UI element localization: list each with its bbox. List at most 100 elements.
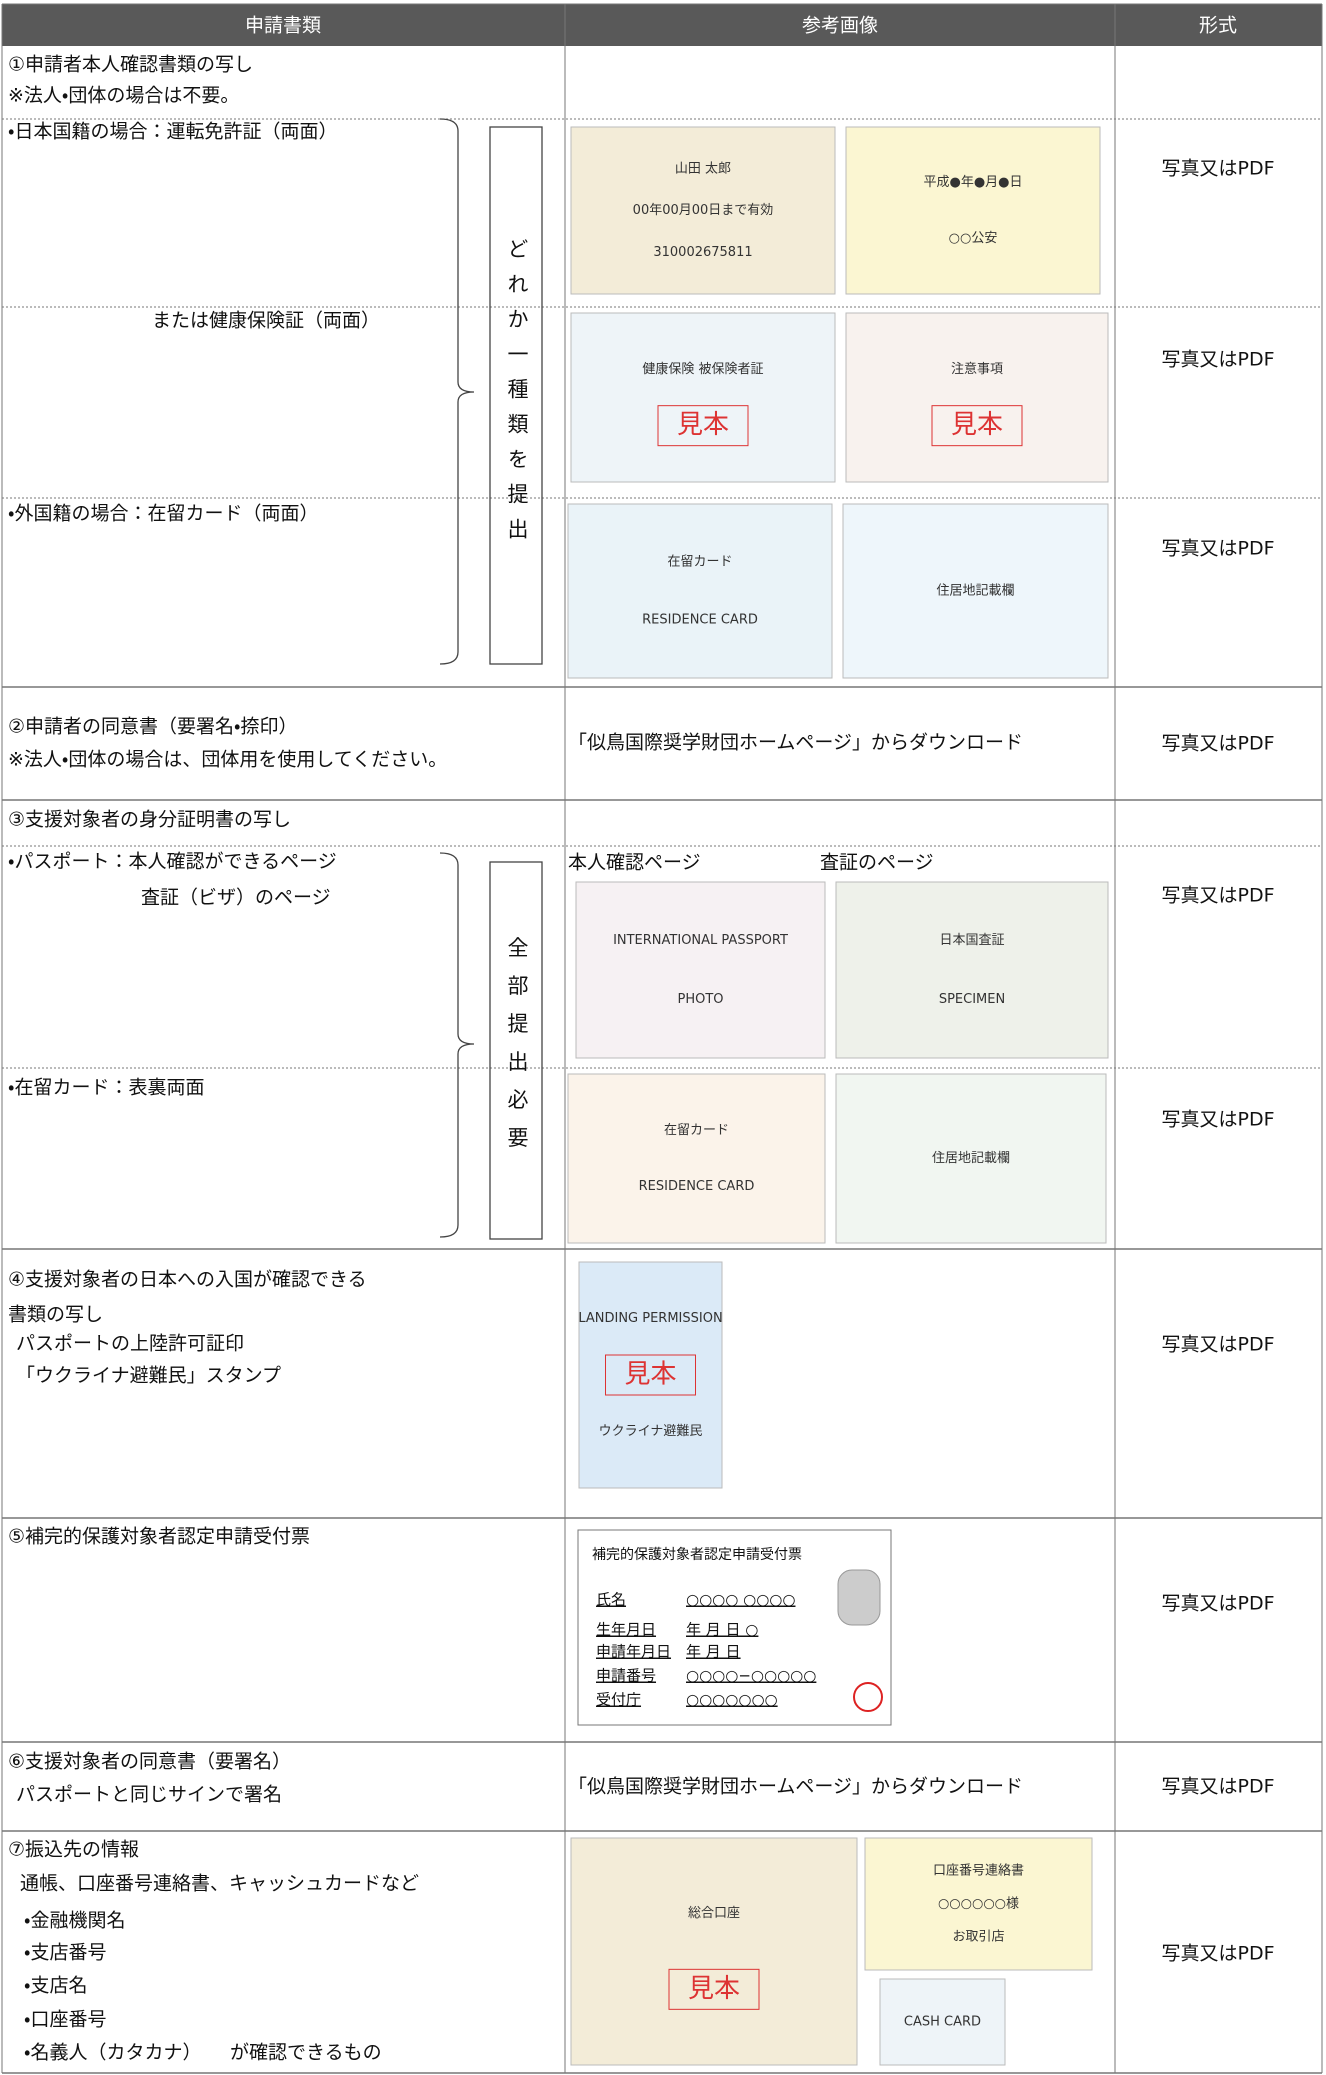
sample-image [570,312,836,483]
receipt-label: 申請年月日 [596,1643,671,1661]
document-text: 書類の写し [8,1304,103,1326]
document-text: ・支店名 [24,1975,87,1997]
header-bar [2,4,1322,46]
document-text: ⑥支援対象者の同意書（要署名） [8,1751,291,1773]
sample-text: 住居地記載欄 [936,584,1014,599]
sample-image [845,312,1109,483]
document-text: または健康保険証（両面） [152,310,380,332]
sample-text: 見本 [688,1974,740,2004]
stamp-frame [657,405,749,447]
sample-image [575,881,826,1059]
bracket-box [489,126,543,665]
document-text: ・名義人（カタカナ） が確認できるもの [24,2042,382,2064]
brace [439,852,475,1238]
format-text: 写真又はPDF [1161,538,1274,560]
document-text: 査証（ビザ）のページ [141,887,331,909]
document-text: ・日本国籍の場合：運転免許証（両面） [8,121,337,143]
receipt-seal [853,1682,883,1712]
document-text: ・パスポート：本人確認ができるページ [8,851,337,873]
stamp-frame [931,405,1023,447]
sample-image [567,503,833,679]
image-caption: 本人確認ページ [568,852,701,874]
sample-image [578,1261,723,1489]
document-text: ・支店番号 [24,1942,106,1964]
receipt-value: 年 月 日 [686,1643,741,1661]
reference-text: 「似鳥国際奨学財団ホームページ」からダウンロード [568,732,1023,754]
sample-text: 注意事項 [951,362,1003,377]
sample-image [879,1978,1006,2066]
document-text: ・外国籍の場合：在留カード（両面） [8,503,318,525]
sample-text: 健康保険 被保険者証 [642,362,763,377]
document-text: 通帳、口座番号連絡書、キャッシュカードなど [20,1873,419,1895]
reference-text: 「似鳥国際奨学財団ホームページ」からダウンロード [568,1776,1023,1798]
sample-image [835,1073,1107,1244]
sample-text: RESIDENCE CARD [642,613,758,628]
sample-text: 口座番号連絡書 [933,1863,1024,1879]
receipt-label: 受付庁 [596,1691,641,1709]
image-caption: 査証のページ [820,852,934,874]
sample-text: RESIDENCE CARD [639,1179,755,1194]
sample-text: ウクライナ避難民 [599,1424,703,1439]
sample-text: LANDING PERMISSION [578,1311,722,1326]
document-text: ②申請者の同意書（要署名・捺印） [8,716,298,738]
format-text: 写真又はPDF [1161,349,1274,371]
receipt-value: 年 月 日 ○ [686,1621,758,1639]
bracket-label: どれか一種類を提出 [505,238,529,553]
receipt-label: 申請番号 [596,1667,656,1685]
sample-text: 在留カード [664,1123,729,1138]
document-text: ・口座番号 [24,2009,106,2031]
sample-image [570,1837,858,2066]
receipt-photo [837,1569,881,1626]
sample-text: PHOTO [677,992,723,1007]
receipt-value: ○○○○−○○○○○ [686,1667,816,1685]
format-text: 写真又はPDF [1161,1593,1274,1615]
document-text: パスポートと同じサインで署名 [16,1784,282,1806]
document-text: ⑦振込先の情報 [8,1839,139,1861]
sample-text: お取引店 [952,1930,1004,1945]
brace [439,118,475,665]
bracket-label: 全部提出必要 [505,937,529,1165]
sample-text: 見本 [624,1360,676,1390]
document-text: 「ウクライナ避難民」スタンプ [16,1365,281,1387]
sample-text: 日本国査証 [939,933,1004,948]
document-text: ・金融機関名 [24,1910,125,1932]
document-text: ③支援対象者の身分証明書の写し [8,809,291,831]
document-text: ⑤補完的保護対象者認定申請受付票 [8,1526,310,1548]
document-text: ①申請者本人確認書類の写し [8,54,253,76]
receipt-label: 生年月日 [596,1621,656,1639]
sample-text: 総合口座 [688,1906,740,1921]
format-text: 写真又はPDF [1161,1334,1274,1356]
sample-text: INTERNATIONAL PASSPORT [613,933,788,948]
receipt-title: 補完的保護対象者認定申請受付票 [592,1547,802,1563]
format-text: 写真又はPDF [1161,733,1274,755]
receipt-value: ○○○○ ○○○○ [686,1591,795,1609]
document-text: ・在留カード：表裏両面 [8,1077,204,1099]
sample-text: 住居地記載欄 [932,1151,1010,1166]
format-text: 写真又はPDF [1161,885,1274,907]
sample-text: CASH CARD [904,2015,981,2030]
document-text: ※法人・団体の場合は、団体用を使用してください。 [8,749,447,771]
document-text: ④支援対象者の日本への入国が確認できる [8,1269,367,1291]
stamp-frame [668,1968,760,2010]
header-cell: 申請書類 [245,15,321,37]
sample-text: ○○○○○○様 [938,1897,1019,1912]
format-text: 写真又はPDF [1161,1776,1274,1798]
sample-text: 見本 [677,410,729,440]
format-text: 写真又はPDF [1161,1109,1274,1131]
header-cell: 形式 [1199,15,1237,37]
receipt-frame [577,1529,892,1726]
sample-text: 山田 太郎 [675,161,731,176]
sample-text: 平成●年●月●日 [923,175,1022,190]
receipt-value: ○○○○○○○ [686,1691,778,1709]
sample-image [842,503,1109,679]
receipt-label: 氏名 [596,1591,626,1609]
sample-image [570,126,836,295]
sample-image [864,1837,1093,1971]
sample-text: 00年00月00日まで有効 [633,203,774,218]
stamp-frame [605,1354,696,1396]
sample-text: 見本 [951,410,1003,440]
bracket-box [489,861,543,1240]
document-text: パスポートの上陸許可証印 [16,1333,244,1355]
